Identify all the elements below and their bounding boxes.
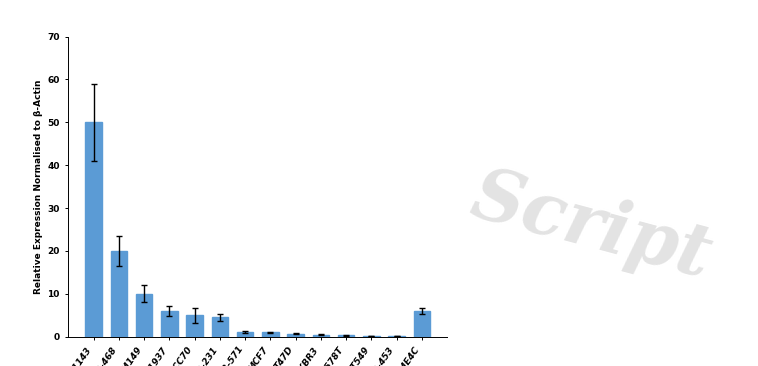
Bar — [86, 122, 102, 337]
Bar — [388, 336, 405, 337]
Y-axis label: Relative Expression Normalised to β-Actin: Relative Expression Normalised to β-Acti… — [34, 79, 43, 294]
Bar — [312, 335, 329, 337]
Bar — [363, 336, 380, 337]
Bar — [136, 294, 152, 337]
Bar — [161, 311, 177, 337]
Bar — [186, 315, 203, 337]
Bar — [237, 332, 253, 337]
Text: Script: Script — [463, 161, 719, 293]
Bar — [338, 335, 354, 337]
Bar — [262, 332, 278, 337]
Bar — [414, 311, 430, 337]
Bar — [211, 317, 228, 337]
Bar — [287, 334, 304, 337]
Bar — [111, 251, 127, 337]
